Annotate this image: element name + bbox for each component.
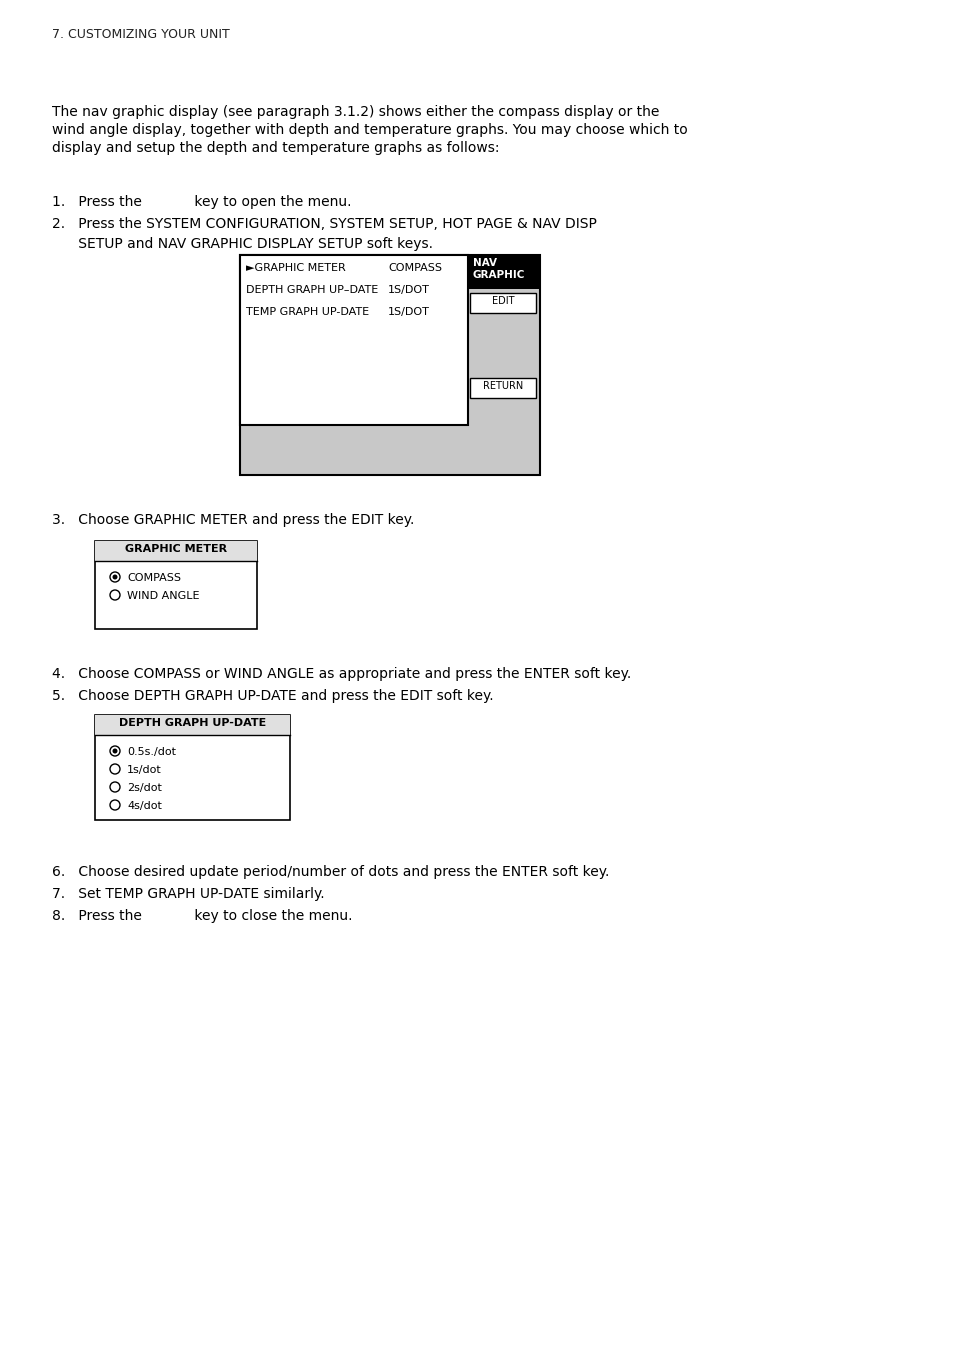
Text: 7.   Set TEMP GRAPH UP-DATE similarly.: 7. Set TEMP GRAPH UP-DATE similarly. bbox=[52, 888, 324, 901]
Text: 3.   Choose GRAPHIC METER and press the EDIT key.: 3. Choose GRAPHIC METER and press the ED… bbox=[52, 513, 414, 527]
Text: DEPTH GRAPH UP–DATE: DEPTH GRAPH UP–DATE bbox=[246, 285, 377, 295]
Text: EDIT: EDIT bbox=[491, 296, 514, 305]
Circle shape bbox=[112, 748, 117, 754]
Text: GRAPHIC METER: GRAPHIC METER bbox=[125, 544, 227, 554]
Bar bbox=[468, 255, 539, 289]
Bar bbox=[95, 540, 256, 630]
Bar bbox=[95, 540, 256, 561]
Text: 1.   Press the            key to open the menu.: 1. Press the key to open the menu. bbox=[52, 195, 351, 209]
Text: 7. CUSTOMIZING YOUR UNIT: 7. CUSTOMIZING YOUR UNIT bbox=[52, 28, 230, 41]
Text: The nav graphic display (see paragraph 3.1.2) shows either the compass display o: The nav graphic display (see paragraph 3… bbox=[52, 105, 659, 119]
Text: 4s/dot: 4s/dot bbox=[127, 801, 162, 811]
Bar bbox=[470, 378, 536, 399]
Text: NAV
GRAPHIC: NAV GRAPHIC bbox=[473, 258, 525, 280]
Text: RETURN: RETURN bbox=[482, 381, 522, 390]
Text: display and setup the depth and temperature graphs as follows:: display and setup the depth and temperat… bbox=[52, 141, 499, 155]
Text: 1S/DOT: 1S/DOT bbox=[388, 307, 430, 317]
Text: SETUP and NAV GRAPHIC DISPLAY SETUP soft keys.: SETUP and NAV GRAPHIC DISPLAY SETUP soft… bbox=[52, 236, 433, 251]
Text: DEPTH GRAPH UP-DATE: DEPTH GRAPH UP-DATE bbox=[119, 717, 266, 728]
Bar bbox=[95, 715, 290, 820]
Text: COMPASS: COMPASS bbox=[127, 573, 181, 584]
Text: 1s/dot: 1s/dot bbox=[127, 765, 162, 775]
Text: 8.   Press the            key to close the menu.: 8. Press the key to close the menu. bbox=[52, 909, 352, 923]
Text: COMPASS: COMPASS bbox=[388, 263, 441, 273]
Text: 6.   Choose desired update period/number of dots and press the ENTER soft key.: 6. Choose desired update period/number o… bbox=[52, 865, 609, 880]
Text: ►GRAPHIC METER: ►GRAPHIC METER bbox=[246, 263, 345, 273]
Text: wind angle display, together with depth and temperature graphs. You may choose w: wind angle display, together with depth … bbox=[52, 123, 687, 136]
Bar bbox=[470, 293, 536, 313]
Text: 4.   Choose COMPASS or WIND ANGLE as appropriate and press the ENTER soft key.: 4. Choose COMPASS or WIND ANGLE as appro… bbox=[52, 667, 631, 681]
Bar bbox=[240, 255, 468, 426]
Bar bbox=[240, 255, 539, 476]
Text: 5.   Choose DEPTH GRAPH UP-DATE and press the EDIT soft key.: 5. Choose DEPTH GRAPH UP-DATE and press … bbox=[52, 689, 493, 703]
Text: 1S/DOT: 1S/DOT bbox=[388, 285, 430, 295]
Bar bbox=[95, 715, 290, 735]
Text: 2.   Press the SYSTEM CONFIGURATION, SYSTEM SETUP, HOT PAGE & NAV DISP: 2. Press the SYSTEM CONFIGURATION, SYSTE… bbox=[52, 218, 597, 231]
Text: TEMP GRAPH UP-DATE: TEMP GRAPH UP-DATE bbox=[246, 307, 369, 317]
Text: 0.5s./dot: 0.5s./dot bbox=[127, 747, 175, 757]
Text: 2s/dot: 2s/dot bbox=[127, 784, 162, 793]
Text: WIND ANGLE: WIND ANGLE bbox=[127, 590, 199, 601]
Circle shape bbox=[112, 574, 117, 580]
